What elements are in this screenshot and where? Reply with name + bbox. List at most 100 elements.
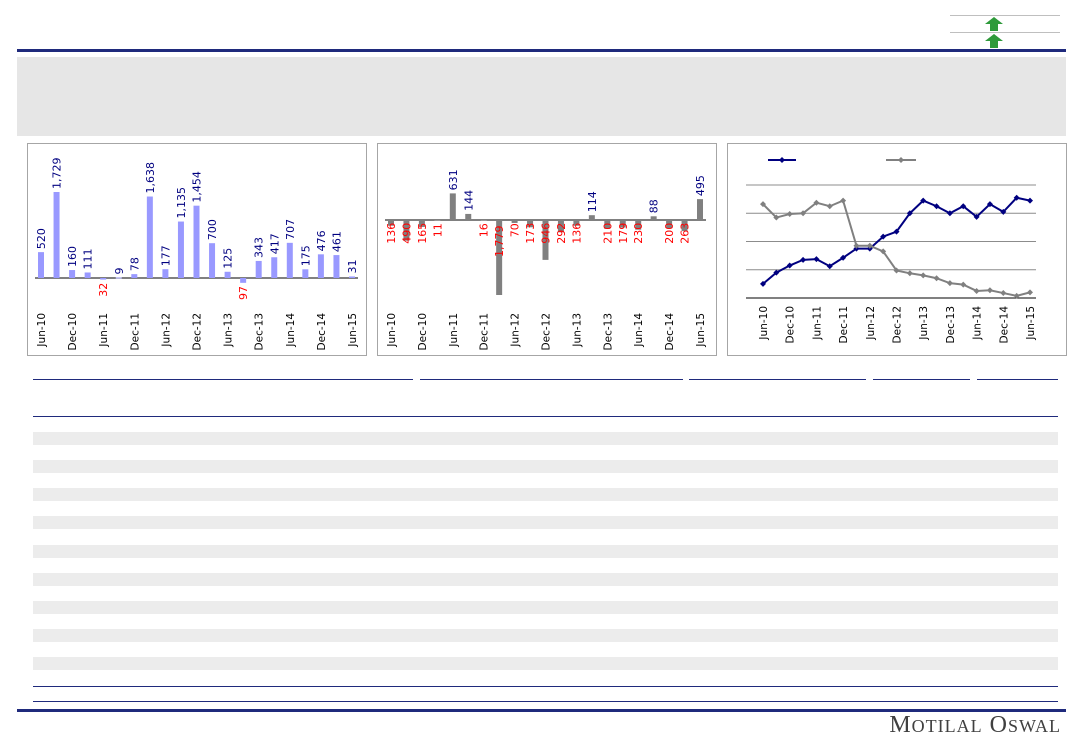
- data-label: 210: [601, 223, 614, 244]
- tick-label: Dec-13: [945, 306, 957, 343]
- series-point: [853, 242, 860, 249]
- tick-label: Jun-12: [510, 313, 522, 348]
- series-point: [880, 233, 887, 240]
- data-label: 144: [462, 190, 475, 211]
- bar: [527, 220, 534, 228]
- bar: [604, 220, 611, 229]
- series-point: [906, 210, 913, 217]
- tick-label: Dec-13: [254, 313, 266, 350]
- data-label: 292: [555, 223, 568, 244]
- series-point: [986, 201, 993, 208]
- tick-label: Jun-14: [285, 313, 297, 348]
- bar: [224, 271, 231, 278]
- series-point: [840, 197, 847, 204]
- series-point: [813, 256, 820, 263]
- bar: [131, 274, 138, 278]
- bar: [146, 196, 153, 278]
- tick-label: Dec-12: [541, 313, 553, 350]
- bar: [635, 220, 642, 230]
- data-label: 1,779: [493, 226, 506, 258]
- data-label: 230: [632, 223, 645, 244]
- tick-label: Jun-10: [758, 306, 770, 341]
- data-label: 136: [570, 223, 583, 244]
- data-label: 111: [82, 248, 95, 269]
- bar: [388, 220, 394, 226]
- bar: [333, 255, 340, 278]
- data-label: 343: [253, 237, 266, 258]
- bar: [619, 220, 626, 228]
- bar: [317, 254, 324, 278]
- tick-label: Jun-15: [347, 313, 359, 348]
- table-row: [33, 601, 1058, 614]
- data-label: 160: [66, 246, 79, 267]
- bar: [286, 242, 293, 278]
- series-point: [786, 211, 793, 217]
- bar: [349, 276, 355, 278]
- footer-rule: [17, 709, 1066, 712]
- data-label: 165: [416, 223, 429, 244]
- tick-label: Dec-12: [192, 313, 204, 350]
- tick-label: Jun-11: [448, 313, 460, 348]
- tick-label: Jun-12: [865, 306, 877, 341]
- series-point: [1013, 292, 1020, 299]
- chart-panel-3: Jun-10 Dec-10 Jun-11 Dec-11 Jun-12 Dec-12 Jun-…: [727, 143, 1067, 356]
- bar: [666, 220, 673, 229]
- data-label: 946: [540, 223, 553, 244]
- tick-label: Dec-14: [316, 313, 328, 351]
- tick-label: Jun-13: [918, 306, 930, 341]
- series-point: [920, 197, 927, 204]
- series-point: [1013, 194, 1020, 201]
- tick-label: Jun-10: [386, 313, 398, 348]
- data-label: 263: [679, 223, 692, 244]
- series-point: [960, 281, 967, 288]
- bar: [511, 220, 518, 223]
- header-arrow-rule-top: [950, 15, 1060, 16]
- table-top-rule-5: [977, 379, 1058, 380]
- bar: [542, 220, 549, 260]
- bar: [496, 220, 503, 295]
- table-row: [33, 460, 1058, 473]
- data-label: 114: [586, 191, 599, 212]
- data-label: 175: [299, 245, 312, 266]
- series-point: [946, 210, 953, 217]
- table-top-rule-3: [689, 379, 866, 380]
- brand-second-rest: SWAL: [1008, 716, 1061, 736]
- bar: [240, 278, 247, 283]
- data-label: 31: [346, 259, 359, 273]
- table-row: [33, 488, 1058, 501]
- data-label: 200: [663, 223, 676, 244]
- data-label: 136: [385, 223, 398, 244]
- series-point: [760, 201, 766, 208]
- legend-key-marker: [779, 157, 785, 163]
- brand-first-rest: OTILAL: [911, 716, 983, 736]
- chart-panel-1: 520 1,729 160 111 32 9 78 1,638 177 1,135 1,454 700…: [27, 143, 367, 356]
- bar: [255, 260, 262, 278]
- bar: [465, 213, 472, 220]
- bar: [100, 278, 107, 280]
- series-point: [826, 203, 833, 210]
- bar: [209, 243, 216, 278]
- tick-label: Dec-10: [67, 313, 79, 350]
- series-point: [1027, 289, 1033, 296]
- data-label: 78: [128, 257, 141, 271]
- tick-label: Jun-10: [36, 313, 48, 348]
- series-point: [986, 287, 993, 294]
- header-arrow-rule-mid: [950, 32, 1060, 33]
- data-label: 70: [509, 223, 522, 237]
- data-label: 476: [315, 230, 328, 251]
- series-point: [960, 203, 967, 210]
- tick-label: Dec-13: [602, 313, 614, 350]
- chart-panel-2: 136 490 165 11 631 144 16 1,779 70 173 946 292 136 11…: [377, 143, 717, 356]
- bar: [53, 192, 60, 278]
- bar: [697, 199, 703, 220]
- table-row: [33, 516, 1058, 529]
- tick-label: Dec-10: [417, 313, 429, 350]
- data-label: 707: [284, 219, 297, 240]
- series-point: [1000, 208, 1007, 215]
- table-row: [33, 657, 1058, 670]
- table-top-rule-4: [873, 379, 970, 380]
- series-point: [826, 263, 833, 270]
- tick-label: Jun-11: [98, 313, 110, 348]
- data-label: 490: [400, 223, 413, 244]
